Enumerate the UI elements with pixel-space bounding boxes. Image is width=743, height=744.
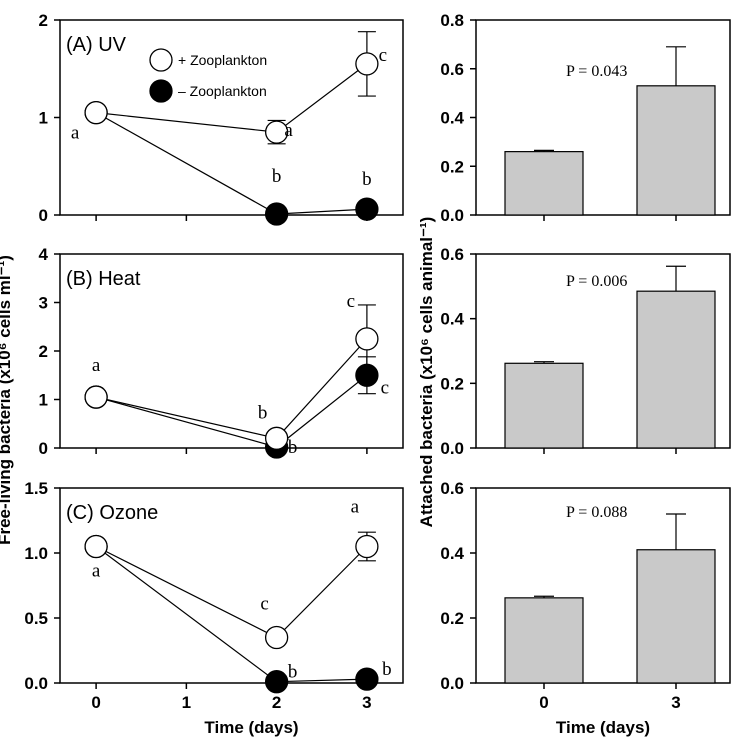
x-tick-label: 3	[671, 693, 680, 712]
x-tick-label: 3	[362, 693, 371, 712]
y-tick-label: 1	[39, 391, 48, 410]
plot-frame	[59, 487, 404, 684]
x-tick-label: 0	[91, 693, 100, 712]
y-tick-label: 0.4	[440, 310, 464, 329]
significance-letter: b	[258, 402, 268, 423]
x-tick-label: 0	[539, 693, 548, 712]
y-tick-label: 0.4	[440, 544, 464, 563]
significance-letter: b	[382, 659, 392, 680]
significance-letter: c	[347, 291, 355, 312]
panel-2: 0 1 2 3 4 (B) Heat a b c b c	[39, 245, 404, 459]
x-axis-label: Time (days)	[204, 718, 298, 737]
significance-letter: c	[381, 377, 389, 398]
y-tick-label: 0.6	[440, 245, 464, 264]
y-tick-label: 0.2	[440, 374, 464, 393]
p-value-annotation: P = 0.006	[566, 273, 627, 290]
y-tick-label: 0	[39, 206, 48, 225]
panel-6: 0.0 0.2 0.4 0.6 0 3 Time (days) P = 0.088	[440, 479, 731, 737]
x-axis-label: Time (days)	[556, 718, 650, 737]
panel-1: 0 1 2 (A) UV a a c b b + Zooplankton – Zooplankton	[39, 11, 404, 226]
significance-letter: a	[71, 123, 80, 144]
y-tick-label: 2	[39, 342, 48, 361]
p-value-annotation: P = 0.043	[566, 63, 627, 80]
y-tick-label: 1	[39, 109, 48, 128]
y-tick-label: 0.0	[440, 674, 464, 693]
data-point	[264, 625, 289, 650]
data-point	[355, 363, 379, 387]
series-line	[95, 374, 368, 448]
data-point	[84, 534, 108, 559]
y-tick-label: 0.6	[440, 479, 464, 498]
y-tick-label: 0.6	[440, 60, 464, 79]
data-point	[355, 327, 379, 351]
y-tick-label: 0.8	[440, 11, 464, 30]
x-tick-label: 2	[272, 693, 281, 712]
legend-marker-filled	[149, 79, 173, 103]
left-y-axis-label: Free-living bacteria (x10⁶ cells ml⁻¹)	[0, 255, 14, 545]
bar	[636, 549, 716, 684]
data-point	[264, 120, 289, 144]
y-tick-label: 0	[39, 439, 48, 458]
y-tick-label: 2	[39, 11, 48, 30]
significance-letter: c	[379, 45, 387, 66]
legend-marker-open	[149, 48, 173, 72]
bar	[636, 85, 716, 216]
y-tick-label: 1.5	[24, 479, 48, 498]
significance-letter: a	[92, 355, 101, 376]
significance-letter: a	[351, 497, 360, 518]
significance-letter: a	[284, 120, 293, 141]
significance-letter: b	[362, 169, 372, 190]
data-point	[84, 100, 108, 125]
x-tick-label: 1	[182, 693, 191, 712]
right-y-axis-label: Attached bacteria (x10⁶ cells animal⁻¹)	[417, 217, 436, 528]
data-point	[355, 52, 379, 76]
significance-letter: b	[288, 662, 298, 683]
panels: 012(A) UVa acb b+ Zooplankton– Zooplankton…	[24, 11, 731, 737]
legend-label: – Zooplankton	[178, 83, 267, 99]
bar	[636, 290, 716, 449]
panel-4: 0.0 0.2 0.4 0.6 0.8 P = 0.043	[440, 11, 731, 225]
y-tick-label: 1.0	[24, 544, 48, 563]
y-tick-label: 0.5	[24, 609, 48, 628]
panel-title: (A) UV	[66, 34, 127, 56]
series-line	[95, 338, 368, 439]
plot-frame	[475, 253, 731, 449]
panel-title: (B) Heat	[66, 268, 141, 290]
data-point	[355, 667, 379, 691]
y-tick-label: 0.0	[440, 206, 464, 225]
y-tick-label: 0.2	[440, 157, 464, 176]
data-point	[355, 197, 379, 221]
significance-letter: b	[288, 437, 298, 458]
data-point	[264, 202, 289, 226]
y-tick-label: 0.2	[440, 609, 464, 628]
plot-frame	[475, 487, 731, 684]
y-tick-label: 0.0	[440, 439, 464, 458]
series-line	[95, 545, 368, 639]
y-tick-label: 0.4	[440, 109, 464, 128]
data-point	[264, 426, 289, 450]
significance-letter: a	[92, 561, 101, 582]
p-value-annotation: P = 0.088	[566, 504, 627, 521]
legend-label: + Zooplankton	[178, 52, 267, 68]
significance-letter: b	[272, 166, 282, 187]
y-tick-label: 3	[39, 294, 48, 313]
y-tick-label: 0.0	[24, 674, 48, 693]
bar	[504, 362, 584, 449]
data-point	[84, 385, 108, 409]
bar	[504, 151, 584, 216]
panel-3: 0.0 0.5 1.0 1.5 0 1 2 3 Time (days) (C) Ozone a c a b…	[24, 479, 404, 737]
bar	[504, 597, 584, 684]
data-point	[355, 534, 379, 559]
significance-letter: c	[260, 594, 268, 615]
y-tick-label: 4	[39, 245, 49, 264]
panel-title: (C) Ozone	[66, 502, 158, 524]
data-point	[264, 670, 289, 694]
panel-5: 0.0 0.2 0.4 0.6 P = 0.006	[440, 245, 731, 458]
